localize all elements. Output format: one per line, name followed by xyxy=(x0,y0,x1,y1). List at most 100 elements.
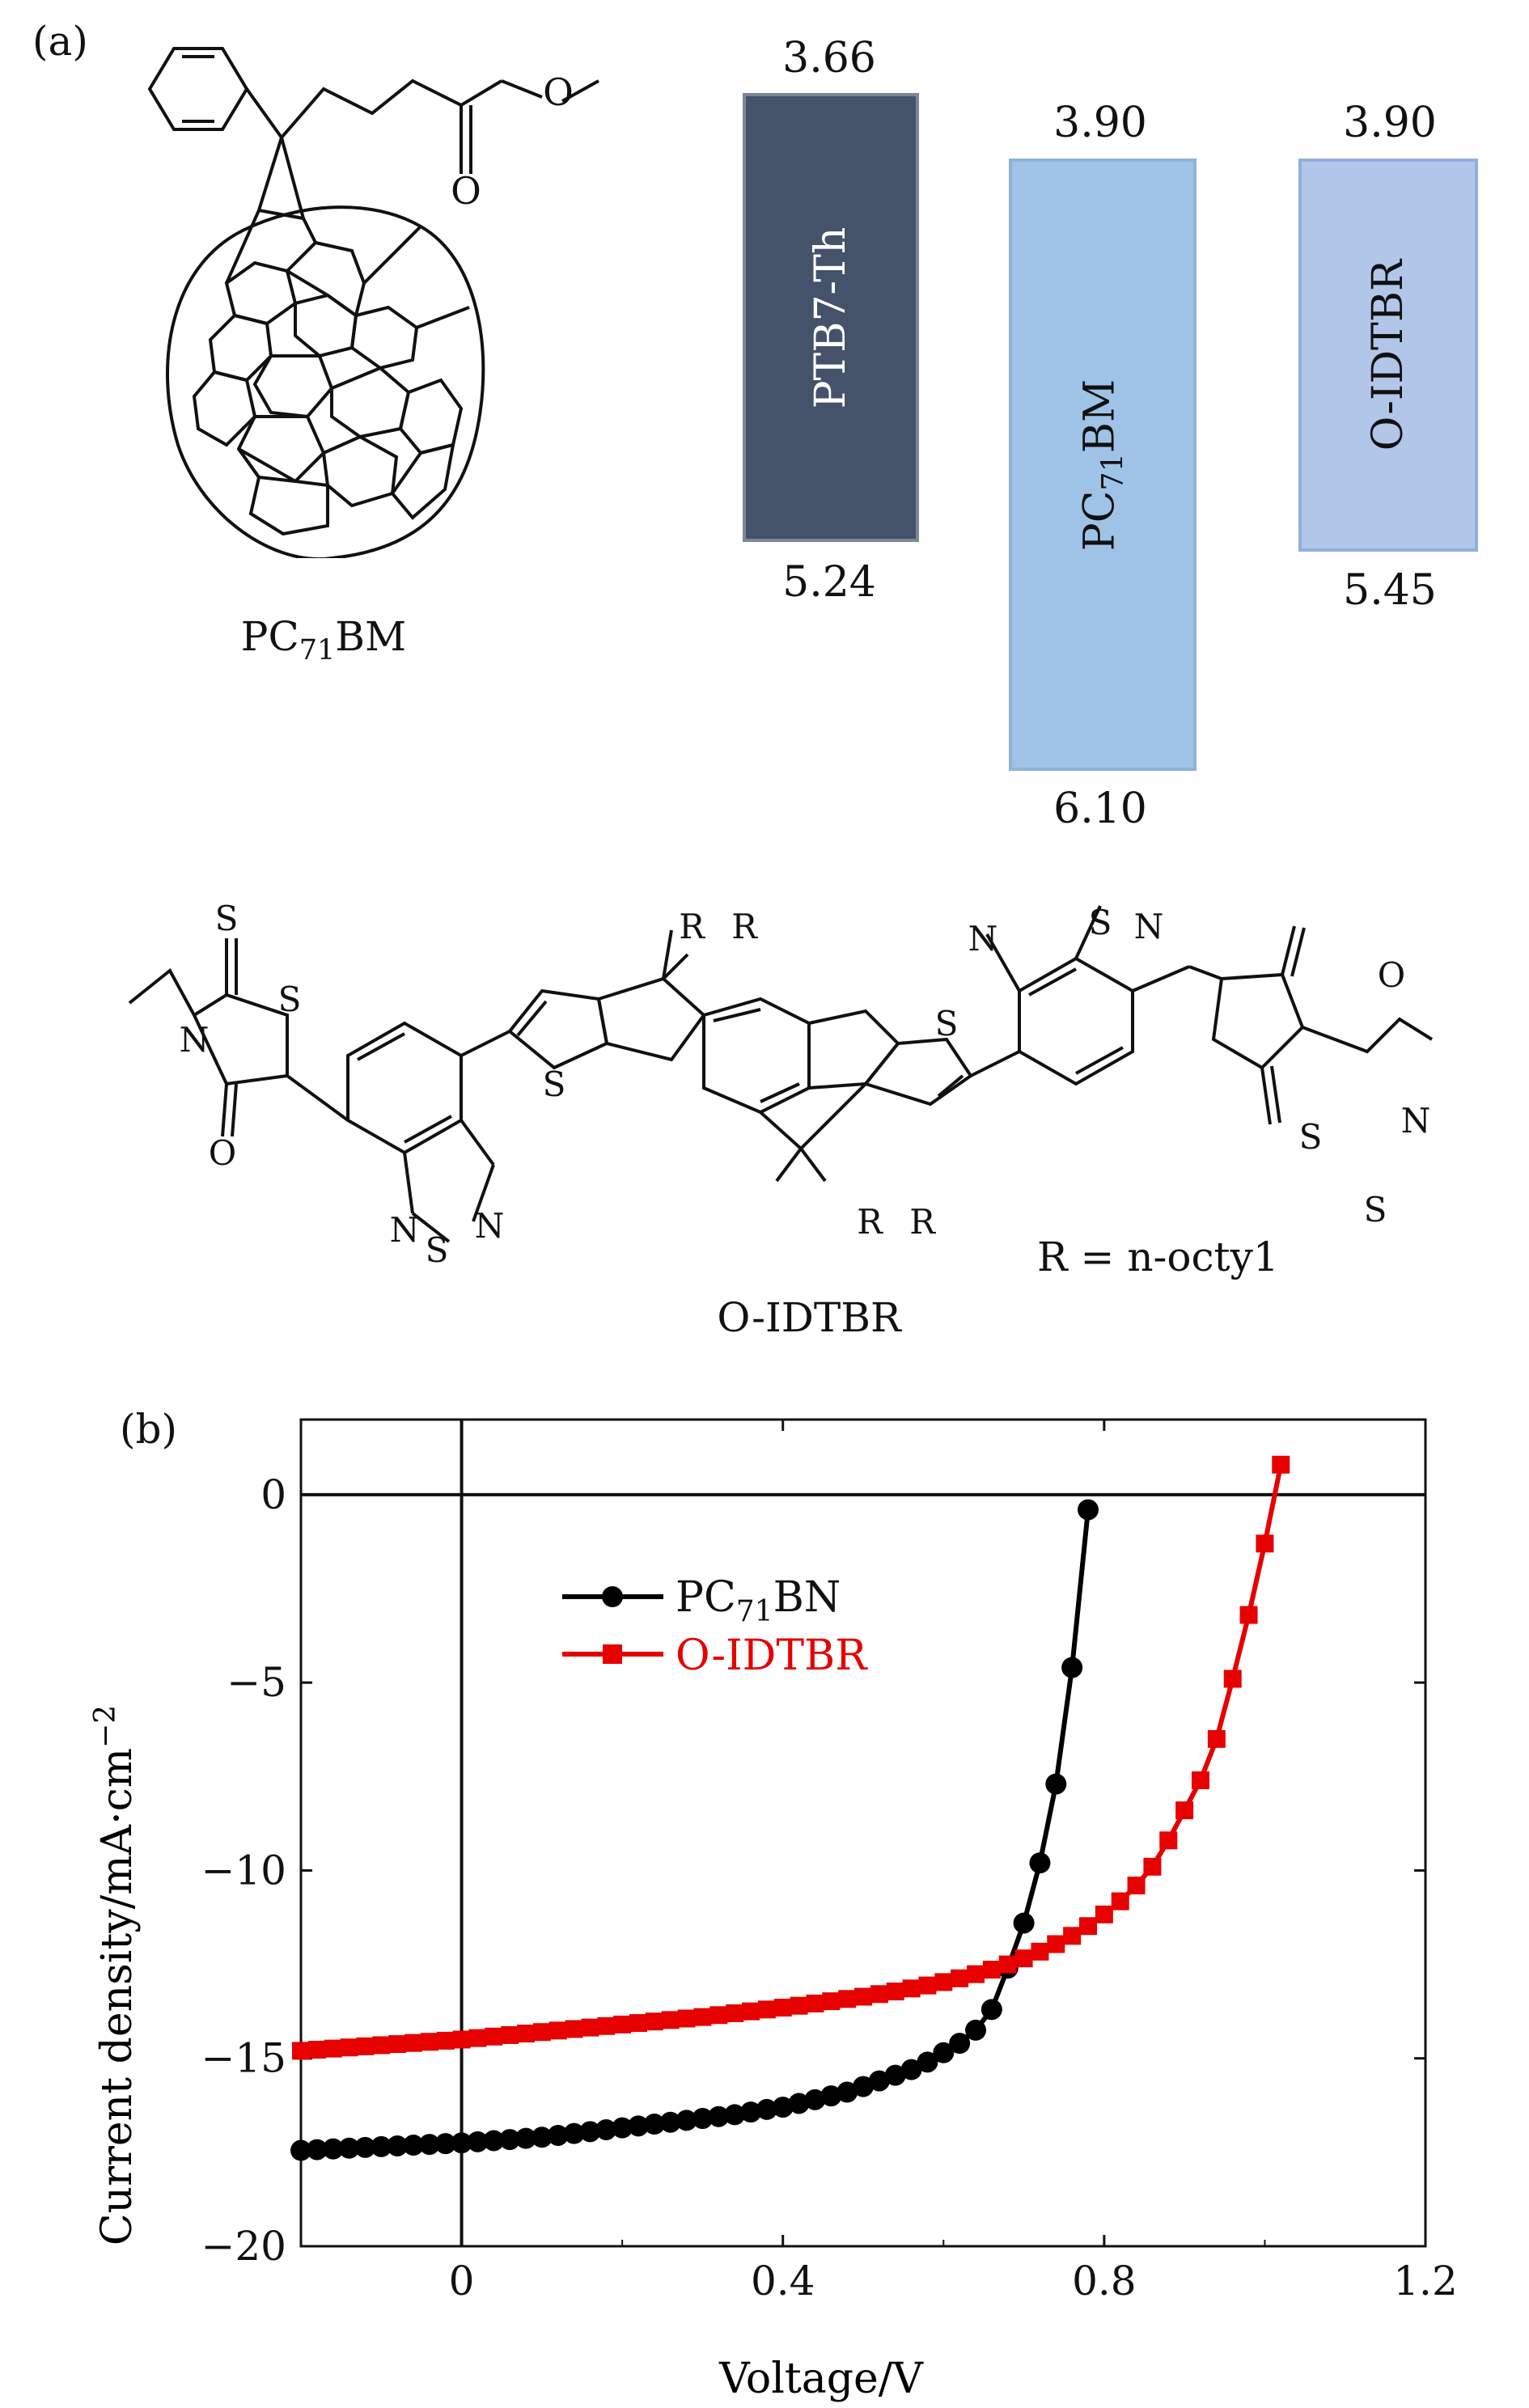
legend-marker-pc71bn xyxy=(602,1586,623,1607)
data-point-oidtbr xyxy=(404,2033,422,2052)
data-point-pc71bn xyxy=(884,2064,906,2086)
oidtbr-right-thione-s: S xyxy=(1364,1190,1387,1229)
jv-chart: Current density/mA·cm−2 Voltage/V 0 0.4 0.… xyxy=(89,1418,1458,2403)
y-tick-label-2: −10 xyxy=(201,1847,286,1894)
data-point-oidtbr xyxy=(532,2023,551,2042)
oidtbr-left-btd-n2: N xyxy=(475,1206,505,1246)
data-point-pc71bn xyxy=(933,2042,955,2063)
data-point-pc71bn xyxy=(692,2108,714,2130)
data-point-oidtbr xyxy=(709,2006,728,2025)
data-point-oidtbr xyxy=(1159,1831,1178,1850)
data-point-oidtbr xyxy=(726,2004,744,2022)
data-point-oidtbr xyxy=(693,2008,712,2026)
data-point-oidtbr xyxy=(822,1992,841,2011)
data-point-oidtbr xyxy=(934,1973,953,1991)
data-point-oidtbr xyxy=(1079,1917,1097,1936)
data-point-pc71bn xyxy=(724,2104,746,2126)
data-point-pc71bn xyxy=(434,2133,456,2155)
oidtbr-left-ketone-o: O xyxy=(209,1133,236,1173)
oidtbr-left-btd-n1: N xyxy=(390,1210,420,1250)
data-point-oidtbr xyxy=(1239,1606,1258,1624)
oidtbr-right-ring-s: S xyxy=(1299,1117,1323,1157)
data-point-oidtbr xyxy=(613,2015,632,2033)
y-tick-label-3: −15 xyxy=(201,2035,286,2082)
data-point-pc71bn xyxy=(676,2110,697,2131)
series-line-oidtbr xyxy=(300,1464,1284,2054)
data-point-oidtbr xyxy=(1223,1670,1242,1688)
data-point-oidtbr xyxy=(372,2036,391,2055)
oidtbr-right-ketone-o: O xyxy=(1378,955,1405,995)
pc71bm-name-main: PC xyxy=(240,613,299,660)
oidtbr-r-bottom-2: R xyxy=(909,1202,936,1242)
legend-label-pc71bn-main: PC xyxy=(676,1573,736,1622)
data-point-pc71bn xyxy=(290,2139,311,2161)
data-point-oidtbr xyxy=(854,1987,872,2006)
data-point-pc71bn xyxy=(371,2135,392,2157)
data-point-oidtbr xyxy=(1192,1771,1209,1789)
data-point-pc71bn xyxy=(820,2085,842,2107)
data-point-oidtbr xyxy=(581,2018,599,2037)
data-point-pc71bn xyxy=(853,2076,874,2097)
data-point-oidtbr xyxy=(1207,1729,1226,1748)
legend-label-oidtbr: O-IDTBR xyxy=(676,1631,868,1680)
x-tick-label-2: 0.8 xyxy=(1072,2258,1137,2304)
data-point-pc71bn xyxy=(531,2127,553,2148)
data-point-oidtbr xyxy=(886,1983,904,2001)
x-tick-label-3: 1.2 xyxy=(1393,2258,1458,2304)
oidtbr-right-ring-n: N xyxy=(1401,1101,1431,1141)
pc71bm-name: PC71BM xyxy=(121,613,526,667)
data-point-pc71bn xyxy=(900,2059,922,2080)
oidtbr-level-bar: O-IDTBR xyxy=(1298,159,1478,552)
data-point-oidtbr xyxy=(597,2017,616,2035)
oidtbr-r-bottom-1: R xyxy=(857,1202,883,1242)
x-tick-label-0: 0 xyxy=(449,2258,475,2304)
data-point-pc71bn xyxy=(387,2135,409,2156)
data-point-pc71bn xyxy=(563,2122,585,2144)
oidtbr-right-thiophene-s: S xyxy=(935,1004,959,1043)
pc71bm-name-suffix: BM xyxy=(335,613,407,660)
data-point-oidtbr xyxy=(485,2027,503,2046)
oidtbr-structure: S S N O S N N S S R R R R S N N O N S S xyxy=(128,899,1434,1270)
pc71bm-carbonyl-oxygen: O xyxy=(451,169,481,213)
data-point-pc71bn xyxy=(837,2081,858,2103)
data-point-pc71bn xyxy=(1029,1852,1051,1874)
data-point-oidtbr xyxy=(998,1955,1017,1974)
data-point-pc71bn xyxy=(483,2130,505,2152)
data-point-pc71bn xyxy=(917,2051,938,2073)
oidtbr-left-ring-s: S xyxy=(278,980,302,1019)
y-axis-label-main: Current density/mA·cm xyxy=(93,1748,142,2245)
oidtbr-r-top-2: R xyxy=(731,907,758,946)
data-point-oidtbr xyxy=(982,1961,1001,1979)
data-point-pc71bn xyxy=(595,2118,617,2140)
data-point-pc71bn xyxy=(579,2121,601,2143)
data-point-pc71bn xyxy=(756,2098,777,2120)
data-point-oidtbr xyxy=(902,1979,921,1998)
data-point-oidtbr xyxy=(292,2042,310,2060)
data-point-oidtbr xyxy=(757,2000,776,2019)
data-point-oidtbr xyxy=(452,2030,471,2049)
data-point-oidtbr xyxy=(548,2021,567,2040)
data-point-oidtbr xyxy=(838,1990,857,2008)
legend-label-pc71bn-sub: 71 xyxy=(736,1595,773,1628)
data-point-oidtbr xyxy=(967,1965,985,1983)
data-point-oidtbr xyxy=(1143,1857,1162,1876)
data-point-oidtbr xyxy=(951,1969,969,1987)
data-point-oidtbr xyxy=(661,2011,680,2029)
y-axis-label-sup: −2 xyxy=(89,1705,122,1748)
data-point-oidtbr xyxy=(420,2033,438,2051)
oidtbr-right-btd-s: S xyxy=(1089,903,1112,942)
data-point-oidtbr xyxy=(629,2014,647,2033)
panel-b-label: (b) xyxy=(120,1406,178,1453)
pc71bm-homo-value: 6.10 xyxy=(1053,785,1147,833)
ptb7th-bar-label: PTB7-Th xyxy=(807,226,855,408)
data-point-pc71bn xyxy=(547,2124,569,2146)
data-point-oidtbr xyxy=(1063,1927,1082,1945)
data-point-oidtbr xyxy=(1047,1935,1065,1953)
data-point-pc71bn xyxy=(772,2097,794,2118)
data-point-pc71bn xyxy=(804,2088,826,2110)
data-point-pc71bn xyxy=(322,2138,344,2160)
data-point-pc71bn xyxy=(788,2093,810,2114)
ptb7th-homo-value: 5.24 xyxy=(782,558,876,607)
plot-frame xyxy=(299,1418,1427,2248)
data-point-pc71bn xyxy=(338,2137,360,2159)
